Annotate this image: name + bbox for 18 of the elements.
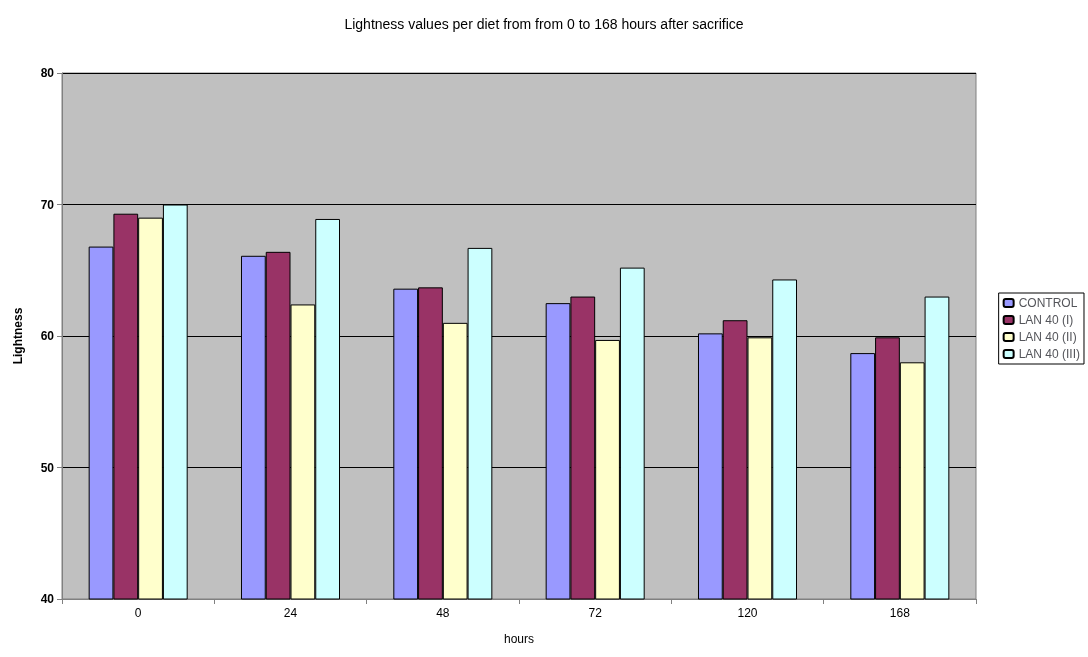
x-tick-label: 120 (737, 606, 758, 620)
y-tick-label: 40 (40, 592, 55, 606)
x-tick-label: 168 (889, 606, 911, 620)
x-tick-label: 24 (283, 606, 298, 620)
x-tick-label: 48 (436, 606, 450, 620)
x-axis-title: hours (503, 632, 535, 646)
legend-label: CONTROL (1018, 296, 1078, 310)
y-tick-label: 70 (40, 197, 55, 212)
y-tick-label: 50 (40, 460, 55, 475)
y-axis-title: Lightness (11, 307, 25, 365)
x-tick-label: 0 (134, 606, 142, 620)
y-tick-label: 60 (40, 329, 55, 343)
legend-label: LAN 40 (I) (1018, 313, 1074, 327)
legend-label: LAN 40 (II) (1018, 330, 1077, 344)
y-tick-label: 80 (40, 66, 55, 80)
legend-label: LAN 40 (III) (1018, 347, 1081, 361)
x-tick-label: 72 (588, 606, 603, 620)
chart-title: Lightness values per diet from from 0 to 168 hours after sacrifice (344, 16, 744, 32)
